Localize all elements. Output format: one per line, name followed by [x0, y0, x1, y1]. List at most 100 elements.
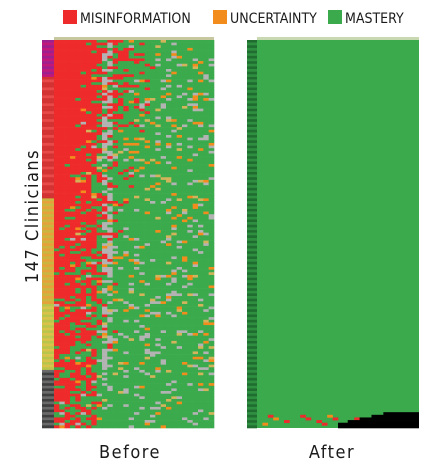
- cell-before: [166, 79, 172, 83]
- cell-before: [155, 354, 161, 358]
- cell-before: [144, 298, 151, 302]
- cell-before: [118, 100, 124, 104]
- row-label-before: [42, 177, 54, 181]
- cell-before: [192, 179, 199, 183]
- cell-before: [54, 375, 60, 379]
- cell-before: [160, 53, 167, 57]
- cell-before: [155, 330, 161, 334]
- cell-before: [171, 311, 177, 315]
- cell-before: [144, 50, 151, 54]
- cell-before: [182, 148, 188, 152]
- cell-before: [118, 274, 124, 278]
- cell-before: [96, 74, 103, 78]
- cell-before: [59, 174, 65, 178]
- cell-before: [128, 169, 135, 173]
- cell-before: [208, 166, 215, 170]
- cell-before: [155, 227, 161, 231]
- cell-before: [107, 208, 113, 212]
- cell-before: [123, 166, 129, 170]
- cell-before: [64, 185, 71, 189]
- cell-before: [80, 185, 87, 189]
- cell-before: [107, 274, 113, 278]
- cell-before: [96, 53, 103, 57]
- cell-before: [86, 264, 92, 268]
- cell-before: [123, 354, 129, 358]
- cell-before: [187, 245, 193, 249]
- cell-before: [102, 383, 108, 387]
- cell-before: [182, 253, 188, 257]
- cell-before: [150, 61, 156, 65]
- cell-before: [59, 420, 65, 424]
- cell-before: [70, 298, 76, 302]
- cell-before: [102, 116, 108, 120]
- cell-before: [59, 98, 65, 102]
- cell-before: [128, 261, 135, 265]
- cell-before: [187, 369, 193, 373]
- cell-before: [96, 50, 103, 54]
- cell-before: [166, 145, 172, 149]
- cell-before: [144, 388, 151, 392]
- cell-before: [134, 243, 140, 247]
- cell-before: [176, 422, 183, 426]
- cell-before: [166, 185, 172, 189]
- cell-before: [107, 314, 113, 318]
- cell-before: [75, 92, 81, 96]
- cell-before: [70, 412, 76, 416]
- row-label-after: [247, 383, 257, 387]
- cell-before: [64, 340, 71, 344]
- cell-before: [70, 87, 76, 91]
- cell-before: [150, 164, 156, 167]
- cell-before: [118, 237, 124, 241]
- cell-before: [102, 359, 108, 363]
- cell-before: [176, 55, 183, 59]
- cell-before: [198, 298, 204, 302]
- cell-before: [150, 113, 156, 117]
- cell-before: [192, 76, 199, 80]
- cell-before: [86, 425, 92, 429]
- cell-before: [155, 377, 161, 381]
- cell-before: [144, 406, 151, 410]
- cell-before: [75, 47, 81, 51]
- cell-before: [176, 240, 183, 244]
- cell-before: [86, 58, 92, 62]
- cell-before: [123, 84, 129, 88]
- cell-before: [80, 330, 87, 334]
- row-label-before: [42, 264, 54, 268]
- cell-before: [91, 369, 97, 373]
- cell-before: [54, 422, 60, 426]
- cell-before: [150, 71, 156, 75]
- cell-before: [112, 42, 119, 46]
- cell-before: [176, 222, 183, 226]
- cell-before: [102, 61, 108, 65]
- cell-before: [150, 264, 156, 268]
- cell-before: [176, 156, 183, 160]
- cell-before: [91, 375, 97, 379]
- cell-before: [75, 227, 81, 231]
- cell-before: [134, 66, 140, 70]
- cell-before: [86, 232, 92, 236]
- cell-after: [300, 414, 306, 418]
- cell-before: [176, 174, 183, 178]
- cell-before: [144, 150, 151, 154]
- cell-before: [128, 198, 135, 202]
- cell-before: [128, 185, 135, 189]
- cell-before: [91, 280, 97, 284]
- cell-before: [171, 71, 177, 75]
- cell-before: [70, 406, 76, 410]
- cell-before: [102, 171, 108, 175]
- cell-before: [118, 166, 124, 170]
- cell-before: [144, 253, 151, 257]
- cell-before: [166, 417, 172, 421]
- cell-before: [59, 401, 65, 405]
- cell-before: [198, 45, 204, 49]
- row-label-before: [42, 245, 54, 249]
- cell-before: [70, 306, 76, 310]
- cell-before: [123, 367, 129, 371]
- cell-before: [134, 282, 140, 286]
- row-label-before: [42, 253, 54, 257]
- cell-before: [112, 288, 119, 292]
- cell-before: [80, 69, 87, 72]
- cell-before: [203, 190, 209, 194]
- cell-before: [59, 266, 65, 270]
- cell-before: [64, 293, 71, 297]
